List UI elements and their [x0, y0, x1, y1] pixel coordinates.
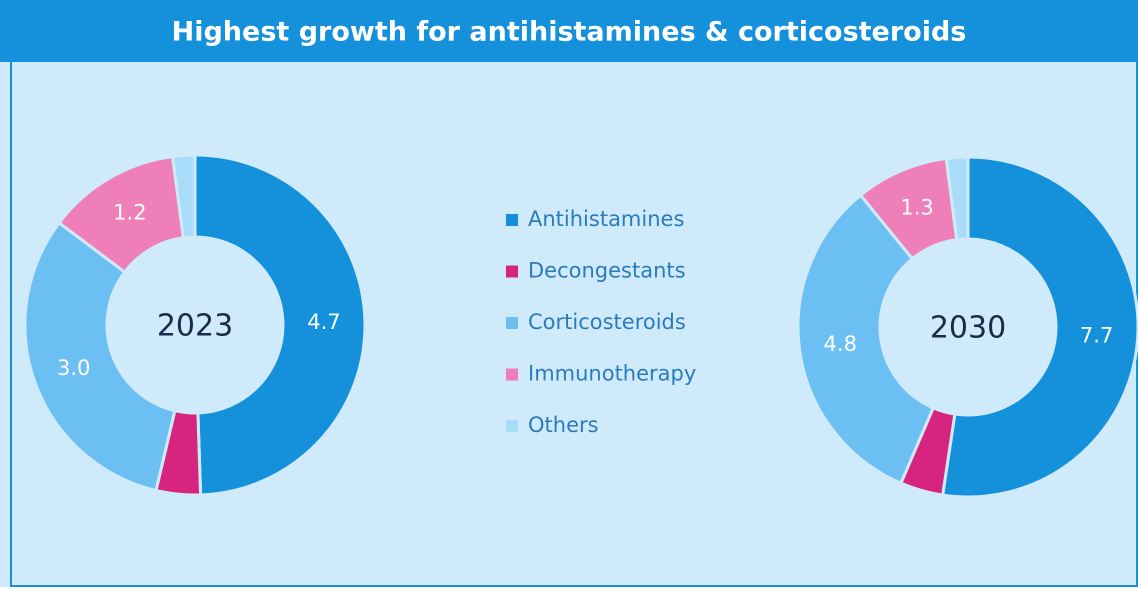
donut-slice — [23, 220, 177, 493]
legend-swatch — [506, 317, 518, 329]
data-label: 3.0 — [57, 356, 90, 380]
legend-swatch — [506, 214, 518, 226]
donut-slice — [170, 153, 197, 240]
header-title: Highest growth for antihistamines & cort… — [172, 17, 967, 48]
donut-slice — [944, 155, 970, 242]
center-label: 2030 — [930, 311, 1006, 346]
header-bar — [0, 0, 1138, 62]
legend-label: Antihistamines — [528, 207, 684, 231]
data-label: 7.7 — [1080, 324, 1113, 348]
legend-swatch — [506, 265, 518, 278]
center-label: 2023 — [157, 309, 233, 344]
donut-slice — [796, 193, 936, 486]
legend-label: Decongestants — [528, 259, 686, 283]
data-label: 1.2 — [113, 201, 146, 225]
legend-swatch — [506, 368, 518, 381]
data-label: 1.3 — [900, 195, 933, 219]
legend-label: Immunotherapy — [528, 362, 696, 386]
donut-slice — [193, 153, 367, 497]
legend-label: Others — [528, 413, 599, 437]
data-label: 4.8 — [824, 332, 857, 356]
legend-label: Corticosteroids — [528, 310, 686, 334]
donut-slice — [940, 155, 1138, 499]
data-label: 4.7 — [307, 310, 340, 334]
legend-swatch — [506, 420, 518, 432]
